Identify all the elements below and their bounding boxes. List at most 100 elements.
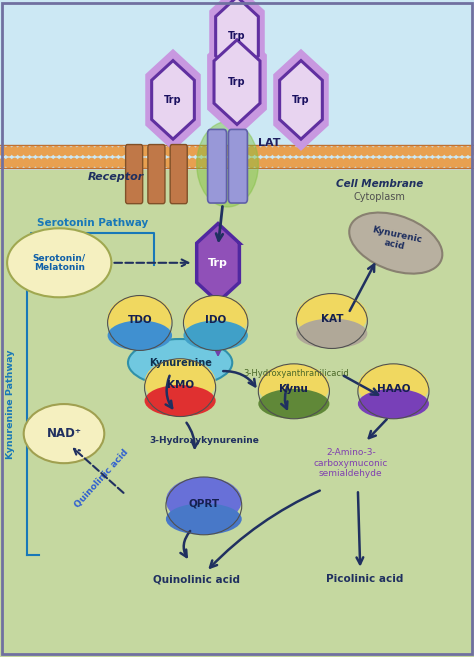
Ellipse shape bbox=[258, 364, 329, 409]
Circle shape bbox=[124, 147, 131, 156]
Circle shape bbox=[432, 147, 438, 156]
FancyBboxPatch shape bbox=[0, 170, 474, 657]
Circle shape bbox=[331, 147, 338, 156]
Circle shape bbox=[414, 158, 421, 168]
Circle shape bbox=[438, 147, 445, 156]
Ellipse shape bbox=[258, 389, 329, 419]
Circle shape bbox=[71, 147, 77, 156]
Text: Kynu: Kynu bbox=[280, 384, 308, 394]
Text: IDO: IDO bbox=[205, 315, 226, 325]
Circle shape bbox=[207, 147, 213, 156]
Ellipse shape bbox=[24, 404, 104, 463]
Circle shape bbox=[195, 158, 202, 168]
Circle shape bbox=[450, 158, 456, 168]
Circle shape bbox=[230, 158, 237, 168]
Circle shape bbox=[6, 147, 12, 156]
Circle shape bbox=[41, 158, 47, 168]
Text: LAT: LAT bbox=[258, 138, 281, 148]
Text: KMO: KMO bbox=[166, 380, 194, 390]
Circle shape bbox=[467, 158, 474, 168]
Circle shape bbox=[64, 147, 71, 156]
Circle shape bbox=[94, 158, 101, 168]
Circle shape bbox=[82, 147, 89, 156]
Circle shape bbox=[385, 147, 392, 156]
Text: 2-Amino-3-
carboxymuconic
semialdehyde: 2-Amino-3- carboxymuconic semialdehyde bbox=[314, 448, 388, 478]
Circle shape bbox=[420, 147, 427, 156]
Circle shape bbox=[159, 158, 166, 168]
Circle shape bbox=[272, 147, 279, 156]
Circle shape bbox=[88, 147, 95, 156]
Text: Kynurenine: Kynurenine bbox=[149, 357, 211, 368]
Circle shape bbox=[177, 147, 184, 156]
Circle shape bbox=[106, 158, 113, 168]
Circle shape bbox=[154, 158, 160, 168]
Circle shape bbox=[438, 158, 445, 168]
Ellipse shape bbox=[183, 321, 248, 350]
Circle shape bbox=[301, 147, 308, 156]
Polygon shape bbox=[197, 223, 239, 302]
Circle shape bbox=[391, 158, 397, 168]
Circle shape bbox=[349, 147, 356, 156]
Circle shape bbox=[53, 147, 60, 156]
Text: 3-Hydroxyanthranilicacid: 3-Hydroxyanthranilicacid bbox=[243, 369, 349, 378]
Circle shape bbox=[456, 147, 462, 156]
Circle shape bbox=[100, 147, 107, 156]
Circle shape bbox=[94, 147, 101, 156]
Circle shape bbox=[219, 147, 226, 156]
Circle shape bbox=[343, 147, 350, 156]
Circle shape bbox=[6, 158, 12, 168]
Circle shape bbox=[266, 147, 273, 156]
Circle shape bbox=[35, 158, 42, 168]
Circle shape bbox=[112, 158, 118, 168]
Circle shape bbox=[201, 147, 208, 156]
Circle shape bbox=[444, 147, 450, 156]
Text: Receptor: Receptor bbox=[88, 172, 144, 183]
Ellipse shape bbox=[7, 229, 111, 297]
Circle shape bbox=[396, 158, 403, 168]
Text: Trp: Trp bbox=[228, 31, 246, 41]
Circle shape bbox=[177, 158, 184, 168]
Circle shape bbox=[130, 158, 137, 168]
Ellipse shape bbox=[166, 503, 242, 535]
Text: QPRT: QPRT bbox=[188, 498, 219, 509]
Circle shape bbox=[59, 147, 65, 156]
Circle shape bbox=[225, 158, 231, 168]
Circle shape bbox=[420, 158, 427, 168]
Circle shape bbox=[47, 158, 54, 168]
Text: Quinolinic acid: Quinolinic acid bbox=[153, 574, 240, 585]
Circle shape bbox=[409, 158, 415, 168]
Circle shape bbox=[189, 158, 196, 168]
Text: 3-Hydroxykynurenine: 3-Hydroxykynurenine bbox=[149, 436, 259, 445]
Circle shape bbox=[456, 158, 462, 168]
Circle shape bbox=[242, 158, 249, 168]
Circle shape bbox=[278, 158, 284, 168]
Circle shape bbox=[23, 147, 30, 156]
Circle shape bbox=[337, 158, 344, 168]
Circle shape bbox=[219, 158, 226, 168]
Circle shape bbox=[136, 158, 142, 168]
Text: Trp: Trp bbox=[208, 258, 228, 268]
Circle shape bbox=[379, 158, 385, 168]
Circle shape bbox=[396, 147, 403, 156]
Polygon shape bbox=[152, 60, 194, 139]
Ellipse shape bbox=[145, 385, 216, 417]
Circle shape bbox=[290, 147, 297, 156]
Circle shape bbox=[100, 158, 107, 168]
FancyBboxPatch shape bbox=[0, 0, 474, 170]
FancyBboxPatch shape bbox=[228, 129, 247, 203]
Circle shape bbox=[47, 147, 54, 156]
Circle shape bbox=[18, 147, 24, 156]
Circle shape bbox=[11, 158, 18, 168]
Circle shape bbox=[426, 147, 433, 156]
Circle shape bbox=[290, 158, 297, 168]
Circle shape bbox=[325, 147, 332, 156]
Text: Serotonin/
Melatonin: Serotonin/ Melatonin bbox=[33, 253, 86, 273]
Circle shape bbox=[361, 147, 368, 156]
Circle shape bbox=[82, 158, 89, 168]
Circle shape bbox=[248, 158, 255, 168]
Circle shape bbox=[53, 158, 60, 168]
Text: Serotonin Pathway: Serotonin Pathway bbox=[37, 218, 148, 229]
Circle shape bbox=[391, 147, 397, 156]
Text: Kynurenic
acid: Kynurenic acid bbox=[369, 225, 423, 254]
FancyBboxPatch shape bbox=[126, 145, 143, 204]
